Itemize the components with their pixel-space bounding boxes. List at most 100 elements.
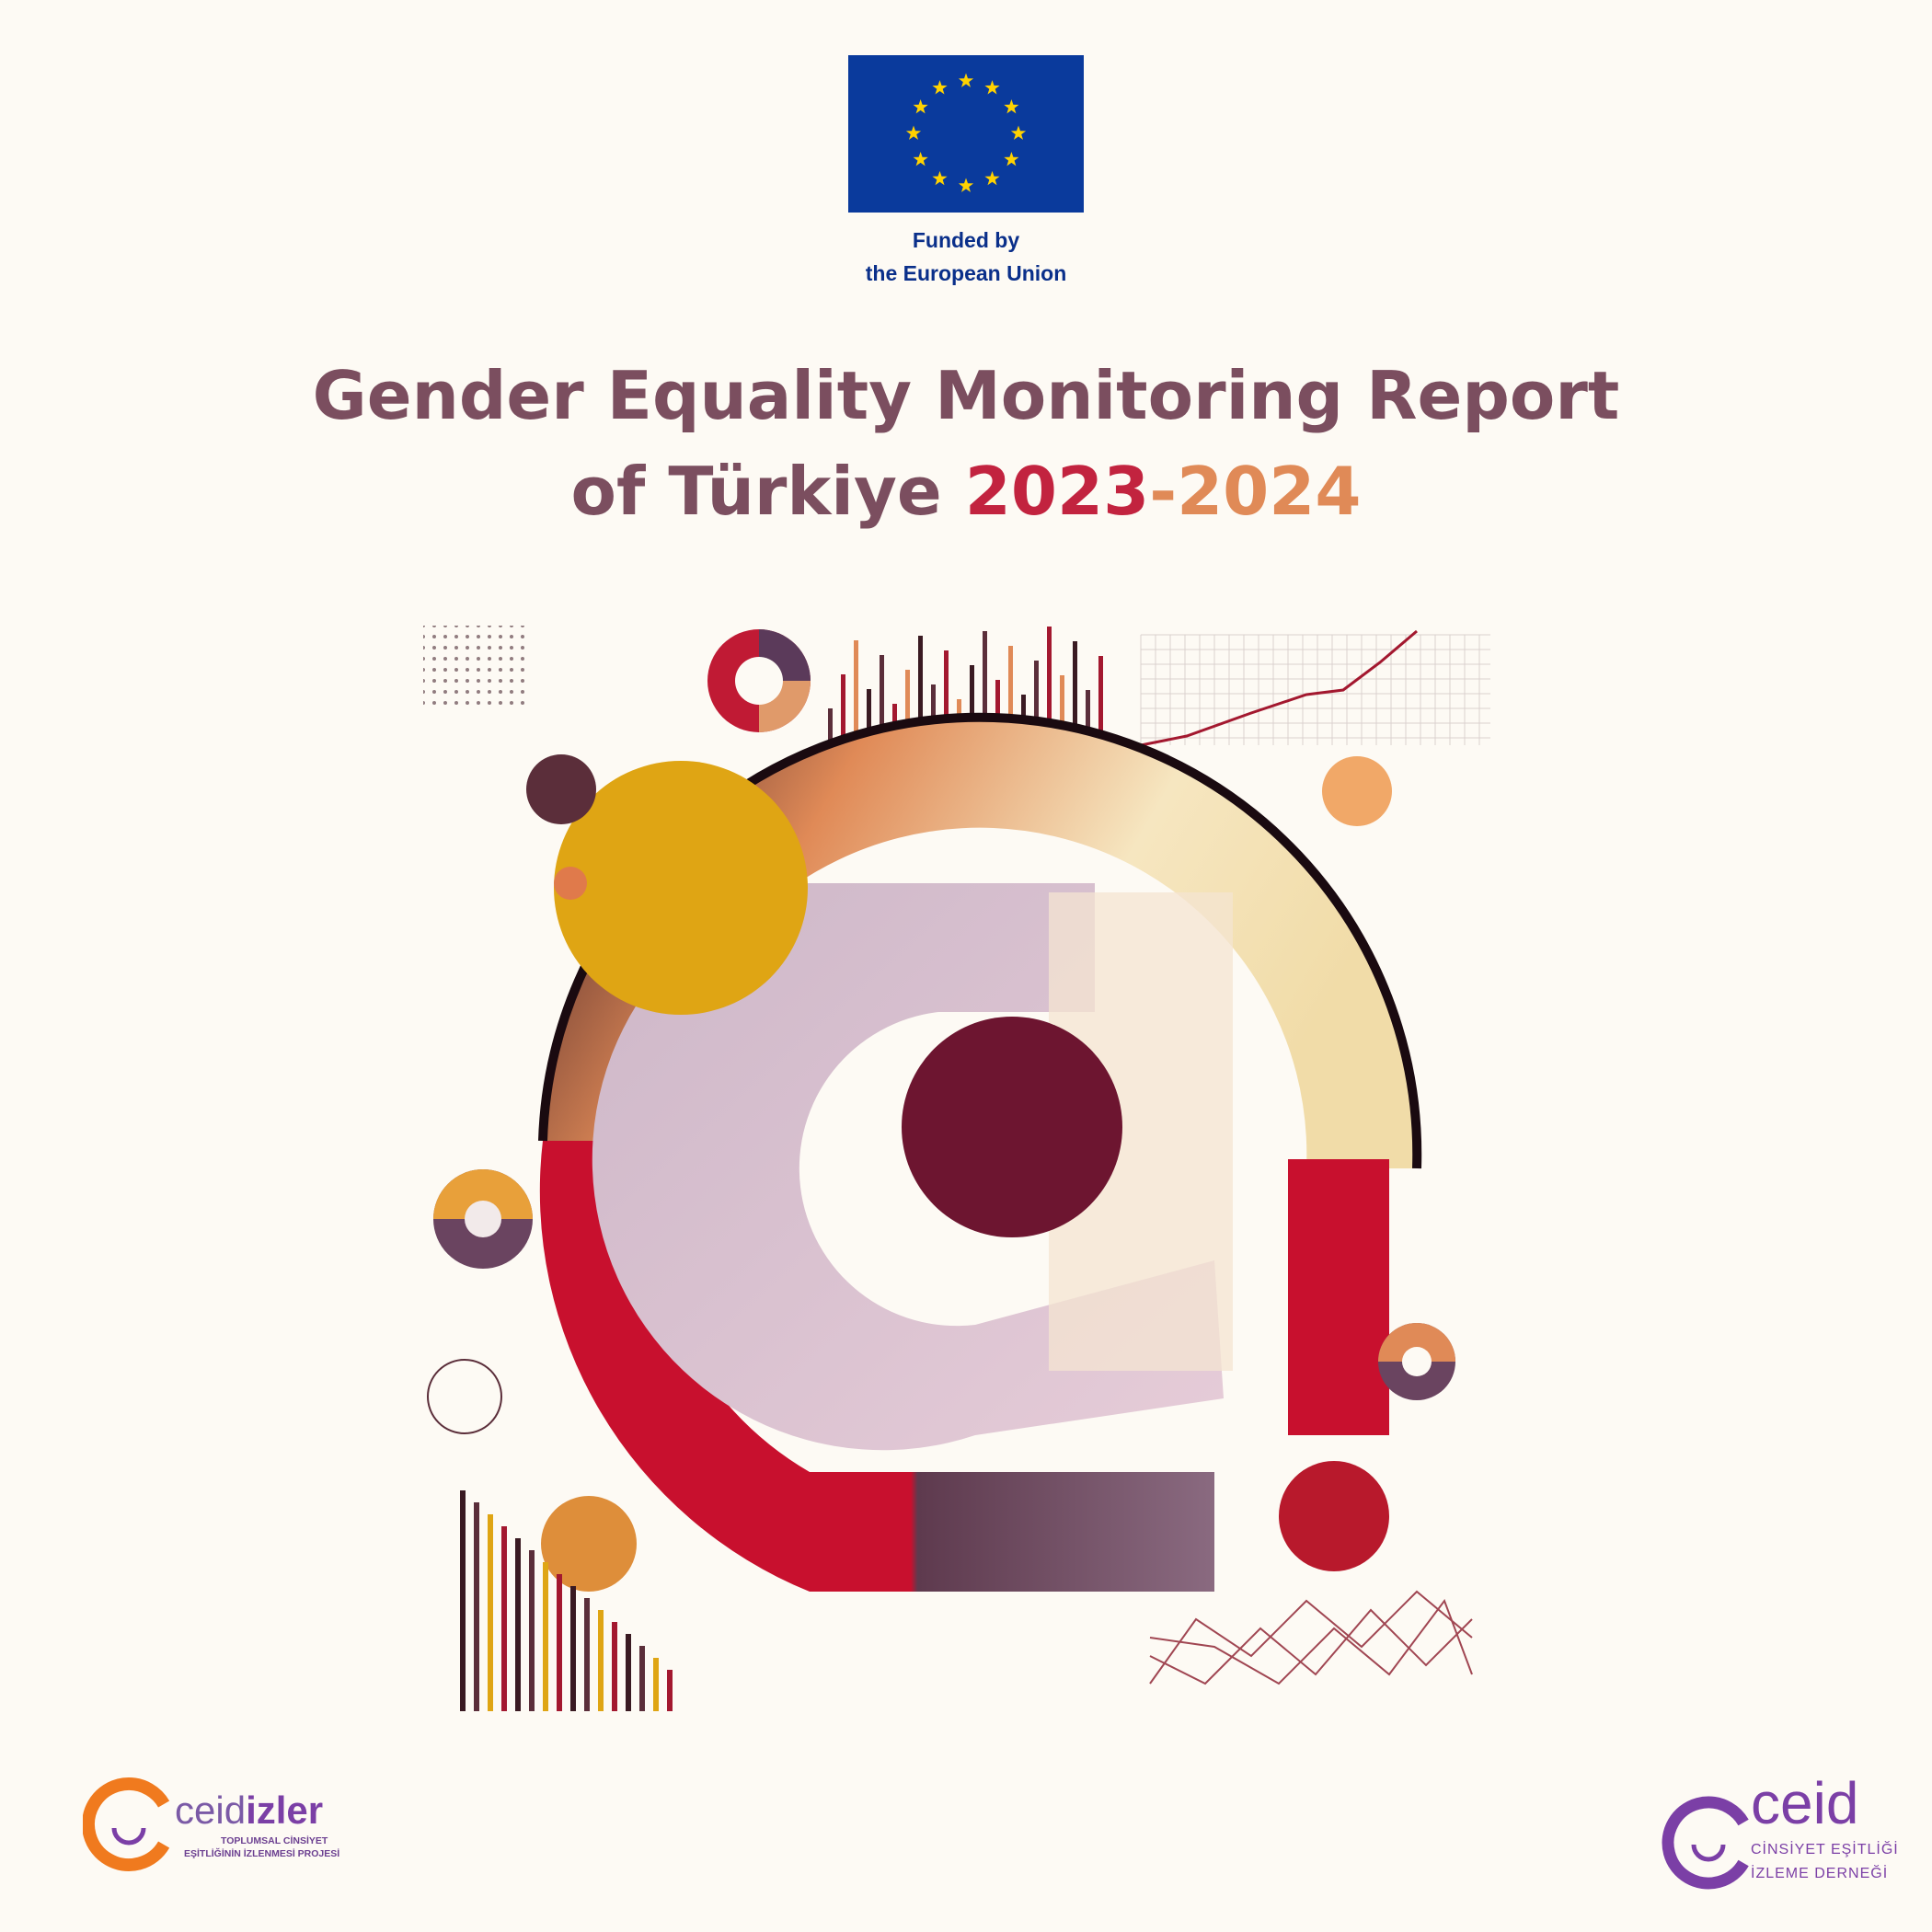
decor-bar bbox=[1060, 675, 1064, 745]
grid-dot bbox=[466, 646, 469, 650]
grid-dot bbox=[466, 626, 469, 627]
orange-dot-shape bbox=[1322, 756, 1392, 826]
grid-dot bbox=[521, 657, 524, 661]
grid-dot bbox=[510, 646, 513, 650]
grid-dot bbox=[488, 626, 491, 627]
grid-dot bbox=[443, 690, 447, 694]
eu-caption-line1: Funded by bbox=[912, 228, 1020, 252]
eu-flag-icon bbox=[848, 55, 1084, 213]
ceid-tagline-line2: İZLEME DERNEĞİ bbox=[1751, 1866, 1889, 1881]
grid-dot bbox=[510, 626, 513, 627]
decor-bar bbox=[854, 640, 858, 745]
grid-dot bbox=[423, 657, 425, 661]
title-prefix: of Türkiye bbox=[570, 453, 965, 530]
eu-star-icon bbox=[958, 178, 974, 192]
grid-dot bbox=[443, 657, 447, 661]
line-chart-decoration bbox=[1149, 1590, 1473, 1685]
grid-dot bbox=[443, 626, 447, 627]
donut-decoration-1 bbox=[707, 629, 811, 732]
ceid-wordmark: ceid bbox=[1751, 1770, 1859, 1836]
grid-dot bbox=[521, 701, 524, 705]
decor-bar bbox=[1086, 690, 1090, 745]
grid-dot bbox=[454, 701, 458, 705]
grid-dot bbox=[477, 635, 480, 638]
decor-bar bbox=[828, 708, 833, 745]
grid-dot bbox=[488, 646, 491, 650]
decor-bar bbox=[931, 684, 936, 745]
eu-star-icon bbox=[1004, 152, 1019, 167]
red-dot-shape bbox=[1279, 1461, 1389, 1571]
title-year-end: 2024 bbox=[1177, 453, 1362, 530]
grid-dot bbox=[488, 635, 491, 638]
report-title-line1: Gender Equality Monitoring Report bbox=[312, 357, 1620, 434]
grid-dot bbox=[423, 626, 425, 627]
ceidizler-tagline-line2: EŞİTLİĞİNİN İZLENMESİ PROJESİ bbox=[184, 1848, 340, 1859]
grid-dot bbox=[521, 679, 524, 683]
decor-bar bbox=[515, 1538, 521, 1711]
ceidizler-logo-icon bbox=[83, 1777, 176, 1871]
grid-dot bbox=[466, 701, 469, 705]
eu-star-icon bbox=[1004, 99, 1019, 114]
yellow-circle-shape bbox=[554, 761, 808, 1015]
decor-bar bbox=[598, 1610, 604, 1711]
grid-dot bbox=[466, 657, 469, 661]
grid-dot bbox=[488, 701, 491, 705]
eu-star-icon bbox=[932, 170, 948, 186]
izler-word-bold: izler bbox=[246, 1788, 324, 1832]
grid-dot bbox=[499, 701, 502, 705]
outer-ring-lower-shape bbox=[539, 1141, 1214, 1592]
ceid-word-light: ceid bbox=[175, 1788, 247, 1832]
grid-dot bbox=[423, 690, 425, 694]
grid-dot bbox=[466, 679, 469, 683]
eu-star-icon bbox=[984, 170, 1000, 186]
decor-bar bbox=[995, 680, 1000, 745]
grid-decoration bbox=[1140, 634, 1490, 745]
eu-star-icon bbox=[984, 80, 1000, 95]
grid-dot bbox=[488, 679, 491, 683]
grid-dot bbox=[432, 657, 436, 661]
grid-dot bbox=[477, 679, 480, 683]
decor-bar bbox=[918, 636, 923, 745]
ceidizler-wordmark: ceidizler bbox=[175, 1790, 323, 1831]
eu-funding-caption: Funded by the European Union bbox=[848, 224, 1084, 290]
grid-dot bbox=[423, 646, 425, 650]
donut-decoration-2 bbox=[433, 1169, 533, 1269]
decor-bar bbox=[474, 1502, 479, 1711]
grid-dot bbox=[499, 657, 502, 661]
eu-star-icon bbox=[905, 125, 922, 140]
bar-chart-decoration bbox=[460, 1490, 673, 1711]
grid-dot bbox=[432, 626, 436, 627]
grid-dot bbox=[488, 657, 491, 661]
small-orange-dot-shape bbox=[554, 867, 587, 900]
decor-bar bbox=[612, 1622, 617, 1711]
ceid-tagline: CİNSİYET EŞİTLİĞİ İZLEME DERNEĞİ bbox=[1751, 1838, 1899, 1886]
decor-bar bbox=[584, 1598, 590, 1711]
grid-dot bbox=[510, 701, 513, 705]
grid-dot bbox=[432, 668, 436, 672]
grid-dot bbox=[521, 646, 524, 650]
grid-dot bbox=[499, 646, 502, 650]
cover-artwork bbox=[423, 626, 1490, 1711]
grid-dot bbox=[454, 668, 458, 672]
report-title-line2: of Türkiye 2023-2024 bbox=[0, 443, 1932, 539]
decor-bar bbox=[983, 631, 987, 745]
decor-bar bbox=[1008, 646, 1013, 745]
grid-dot bbox=[488, 668, 491, 672]
amber-dot-shape bbox=[541, 1496, 637, 1592]
grid-dot bbox=[521, 690, 524, 694]
grid-dot bbox=[510, 690, 513, 694]
grid-dot bbox=[510, 657, 513, 661]
decor-bar bbox=[488, 1514, 493, 1711]
grid-dot bbox=[423, 701, 425, 705]
eu-star-icon bbox=[958, 73, 974, 87]
red-bar-shape bbox=[1288, 1159, 1389, 1435]
grid-dot bbox=[477, 626, 480, 627]
grid-dot bbox=[477, 657, 480, 661]
grid-dot bbox=[423, 679, 425, 683]
grid-dot bbox=[454, 646, 458, 650]
grid-dot bbox=[499, 635, 502, 638]
center-circle-shape bbox=[902, 1017, 1122, 1237]
eu-star-icon bbox=[913, 99, 928, 114]
decor-bar bbox=[529, 1550, 535, 1711]
donut-decoration-3 bbox=[1378, 1323, 1455, 1400]
